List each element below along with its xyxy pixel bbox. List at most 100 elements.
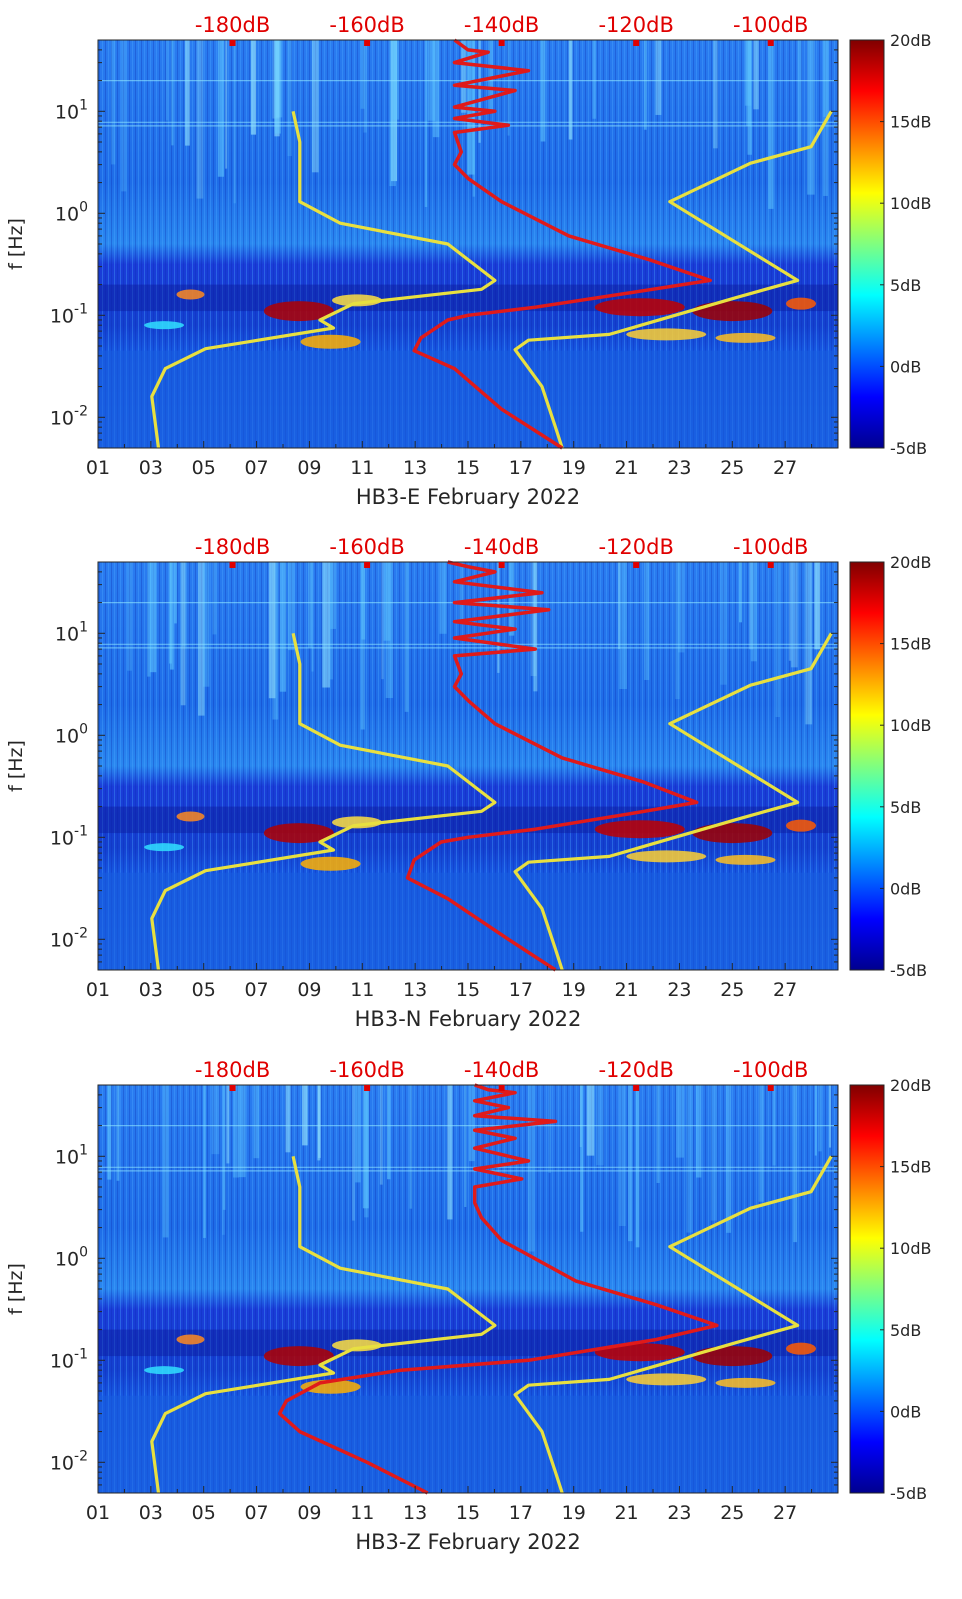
colorbar-label: -5dB: [890, 961, 927, 980]
colorbar-gradient: [849, 1084, 885, 1494]
spectrogram-streaks: [111, 40, 830, 209]
colorbar-label: 5dB: [890, 276, 921, 295]
colorbar-label: 5dB: [890, 798, 921, 817]
x-tick-label: 19: [562, 457, 586, 479]
energy-patch: [144, 1366, 185, 1375]
x-tick-label: 09: [297, 979, 321, 1001]
energy-patch: [692, 1346, 773, 1367]
panel-1: 101 100 10-1 10-2 f [Hz] 01 03 05 07 09 11 13 15 17 19…: [5, 13, 932, 509]
streak: [635, 1085, 640, 1248]
streak: [478, 40, 481, 143]
colorbar-label: -5dB: [890, 1484, 927, 1503]
streak: [568, 40, 573, 140]
colorbar-label: 20dB: [890, 31, 932, 50]
streak: [329, 562, 334, 680]
top-axis-label: -100dB: [733, 535, 808, 559]
x-tick-label: 09: [297, 1502, 321, 1524]
x-tick-label: 07: [244, 979, 268, 1001]
top-axis-label: -100dB: [733, 1058, 808, 1082]
streak: [464, 1085, 467, 1208]
x-tick-label: 11: [350, 979, 374, 1001]
top-axis-label: -120dB: [598, 1058, 673, 1082]
x-tick-label: 13: [403, 457, 427, 479]
streak: [619, 562, 628, 690]
x-tick-label: 15: [456, 1502, 480, 1524]
top-axis-tick: [767, 40, 774, 46]
streak: [203, 562, 210, 687]
y-tick-label: 100: [55, 1244, 88, 1270]
x-tick-label: 21: [614, 457, 638, 479]
x-tick-label: 15: [456, 457, 480, 479]
streak: [311, 40, 319, 173]
streak: [379, 1085, 383, 1185]
streak: [364, 1085, 369, 1218]
upper-model-curve: [513, 1155, 833, 1494]
streak: [169, 562, 174, 670]
x-tick-label: 21: [614, 979, 638, 1001]
x-tick-label: 25: [720, 979, 744, 1001]
x-tick-label: 01: [86, 979, 110, 1001]
streak: [507, 40, 510, 136]
streak: [184, 40, 190, 146]
x-tick-label: 09: [297, 457, 321, 479]
energy-patch: [715, 1377, 776, 1388]
top-axis-label: -180dB: [195, 1058, 270, 1082]
streak: [311, 562, 314, 672]
streak: [196, 40, 204, 199]
energy-patch: [594, 1343, 685, 1362]
top-axis-tick: [364, 562, 371, 568]
x-tick-label: 05: [192, 979, 216, 1001]
streak: [793, 1085, 798, 1243]
colorbar: 20dB 15dB 10dB 5dB 0dB -5dB: [849, 1076, 932, 1503]
energy-patch: [263, 1346, 334, 1367]
streak: [439, 562, 447, 634]
streak: [790, 562, 798, 668]
y-tick-label: 101: [55, 619, 88, 645]
x-tick-label: 01: [86, 457, 110, 479]
streak: [533, 562, 538, 692]
top-db-axis: -180dB -160dB -140dB -120dB -100dB: [195, 13, 808, 46]
x-tick-label: 23: [667, 457, 691, 479]
energy-patch: [144, 843, 185, 852]
streak: [758, 1085, 764, 1202]
streak: [250, 40, 257, 135]
streak: [222, 1085, 226, 1210]
streak: [392, 40, 400, 120]
top-axis-label: -160dB: [329, 13, 404, 37]
streak: [720, 562, 727, 685]
colorbar: 20dB 15dB 10dB 5dB 0dB -5dB: [849, 553, 932, 980]
streak: [655, 40, 662, 115]
station-noise-curve: [277, 1083, 719, 1495]
x-tick-label: 13: [403, 1502, 427, 1524]
streak: [676, 1085, 685, 1158]
y-tick-label: 101: [55, 1142, 88, 1168]
top-axis-tick: [498, 1085, 505, 1091]
streak: [390, 40, 398, 182]
streak: [302, 1085, 308, 1146]
streak: [352, 1085, 355, 1221]
top-axis-tick: [767, 1085, 774, 1091]
streak: [644, 562, 650, 680]
top-axis-tick: [364, 40, 371, 46]
x-tick-label: 17: [509, 457, 533, 479]
streak: [823, 40, 828, 196]
colorbar-label: 20dB: [890, 1076, 932, 1095]
x-tick-label: 27: [773, 979, 797, 1001]
x-tick-label: 25: [720, 457, 744, 479]
streak: [628, 1085, 633, 1242]
streak: [363, 40, 367, 133]
x-tick-label: 03: [139, 979, 163, 1001]
y-tick-label: 10-2: [50, 403, 88, 429]
streak: [274, 40, 282, 134]
x-tick-label: 03: [139, 457, 163, 479]
y-tick-label: 101: [55, 97, 88, 123]
streak: [814, 1085, 817, 1156]
colorbar-label: 0dB: [890, 1402, 921, 1421]
x-tick-label: 27: [773, 457, 797, 479]
microseism-energy: [144, 811, 816, 871]
streak: [180, 562, 186, 706]
upper-model-curve: [513, 632, 833, 971]
top-axis-tick: [229, 562, 236, 568]
streak: [540, 40, 546, 142]
streak: [107, 1085, 112, 1180]
